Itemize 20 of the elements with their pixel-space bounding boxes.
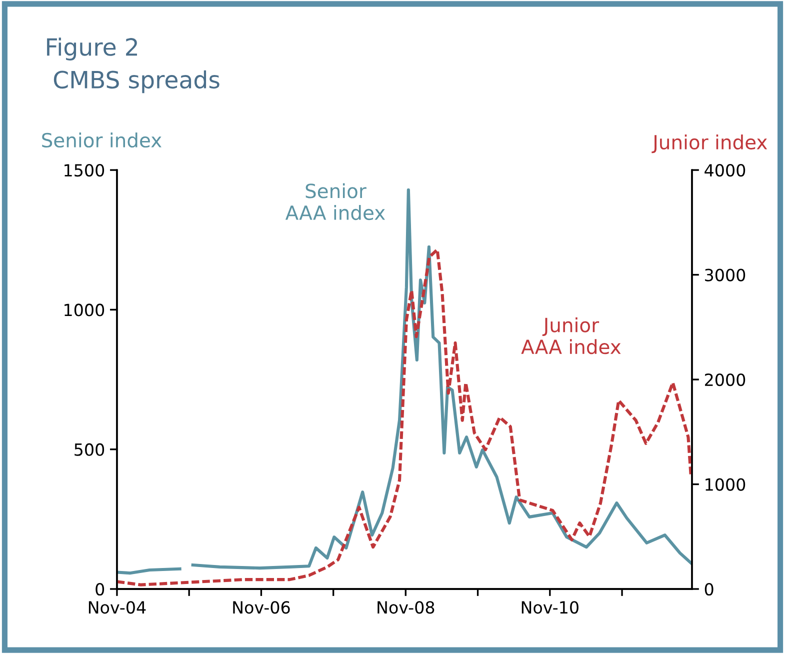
y2-tick-label: 4000 — [704, 164, 746, 177]
y-tick-label: 1500 — [64, 164, 104, 177]
y-tick-label: 0 — [96, 582, 104, 596]
chart-title: Figure 2 — [47, 38, 137, 60]
text: Junior AAA index — [521, 317, 621, 354]
y-axis-title: Senior index — [42, 132, 162, 148]
chart-subtitle: CMBS spreads — [54, 70, 220, 94]
x-tick-label: Nov-04 — [88, 601, 146, 614]
line-series — [116, 248, 692, 586]
x-tick-label: Nov-10 — [522, 601, 578, 614]
series-label: Senior AAA index — [285, 183, 386, 220]
y2-tick-label: 1000 — [706, 478, 746, 491]
x-tick-label: Nov-06 — [233, 601, 290, 614]
y-tick-label: 1000 — [64, 304, 104, 316]
y-tick-label: 500 — [74, 443, 104, 456]
y2-tick-label: 3000 — [705, 268, 746, 282]
y2-tick-label: 0 — [704, 582, 714, 596]
y2-tick-label: 2000 — [705, 373, 746, 386]
y2-axis-title: Junior index — [652, 134, 768, 154]
x-tick-label: Nov-08 — [378, 601, 434, 614]
